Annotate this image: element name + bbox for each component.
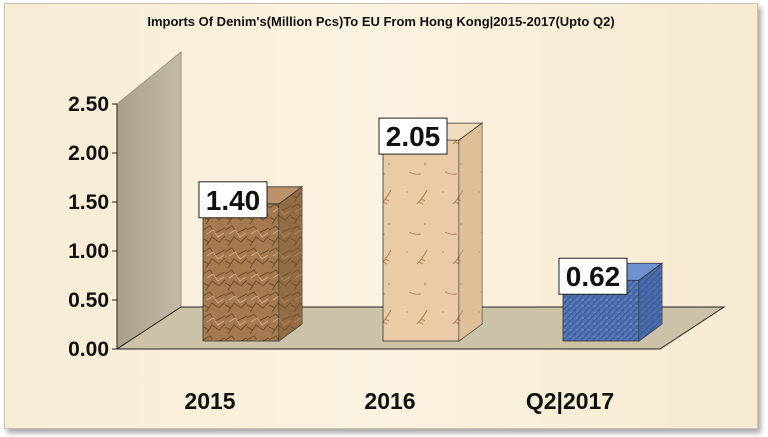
data-label-box: [378, 117, 448, 155]
data-label-box: [198, 181, 268, 219]
bar-side-texture: [639, 263, 662, 341]
data-label: 2.05: [386, 121, 441, 152]
data-label-box: [558, 257, 628, 295]
y-tick-label: 0.50: [68, 289, 109, 312]
chart-title: Imports Of Denim's(Million Pcs)To EU Fro…: [147, 14, 615, 29]
data-label: 1.40: [206, 185, 261, 216]
y-tick-label: 1.00: [68, 240, 109, 263]
bar-side-texture: [459, 123, 482, 341]
y-tick-label: 2.50: [68, 93, 109, 116]
back-wall: [116, 50, 182, 350]
bar-2016: [381, 122, 484, 342]
data-label: 0.62: [566, 261, 621, 292]
bar-side-texture: [279, 186, 302, 341]
bar-front: [202, 203, 280, 342]
y-tick-label: 1.50: [68, 191, 109, 214]
y-tick-label: 0.00: [68, 338, 109, 361]
chart-frame: Imports Of Denim's(Million Pcs)To EU Fro…: [4, 3, 758, 429]
bar-chart: 0.00 0.50 1.00 1.50 2.00 2.50 1.40 2015 2.05 201…: [68, 50, 726, 414]
bar-front: [382, 139, 460, 342]
x-tick-label: 2016: [364, 388, 415, 414]
x-tick-label: Q2|2017: [526, 388, 614, 414]
y-tick-label: 2.00: [68, 142, 109, 165]
x-tick-label: 2015: [184, 388, 235, 414]
